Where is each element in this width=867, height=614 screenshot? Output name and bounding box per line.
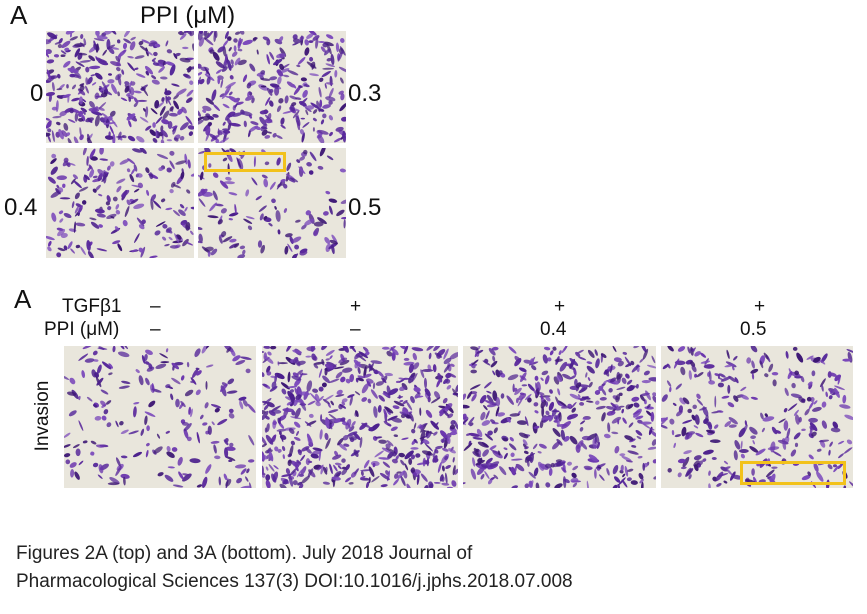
bottom-panel-letter: A [14,284,32,314]
micrograph-tgfb1-ppi-0.4 [463,346,656,488]
caption-line-1: Figures 2A (top) and 3A (bottom). July 2… [16,543,473,564]
tgf-value-4: + [754,296,766,317]
micrograph-ppi-0.3 [198,31,346,143]
micrograph-ppi-0.5 [198,148,346,258]
highlight-box-top [204,152,286,172]
caption-line-2: Pharmacological Sciences 137(3) DOI:10.1… [16,571,573,592]
invasion-side-label: Invasion [32,380,53,452]
top-panel-letter: A [10,0,28,30]
dose-label-0: 0 [30,80,44,107]
ppi-value-2: – [350,319,361,340]
ppi-row-label: PPI (μM) [44,319,120,340]
micrograph-control [64,346,256,488]
micrograph-ppi-0.4 [46,148,194,258]
tgf-value-3: + [554,296,566,317]
tgf-value-1: – [150,296,161,317]
micrograph-tgfb1-ppi-0.5 [661,346,853,488]
dose-label-0.5: 0.5 [348,194,382,221]
micrograph-ppi-0 [46,31,194,143]
tgfb1-row-label: TGFβ1 [62,296,122,317]
top-ppi-title: PPI (μM) [140,2,236,29]
ppi-value-1: – [150,319,161,340]
ppi-value-3: 0.4 [540,319,567,340]
dose-label-0.4: 0.4 [4,194,38,221]
ppi-value-4: 0.5 [740,319,767,340]
dose-label-0.3: 0.3 [348,80,382,107]
micrograph-tgfb1 [262,346,458,488]
tgf-value-2: + [350,296,362,317]
highlight-box-bottom [740,461,846,485]
